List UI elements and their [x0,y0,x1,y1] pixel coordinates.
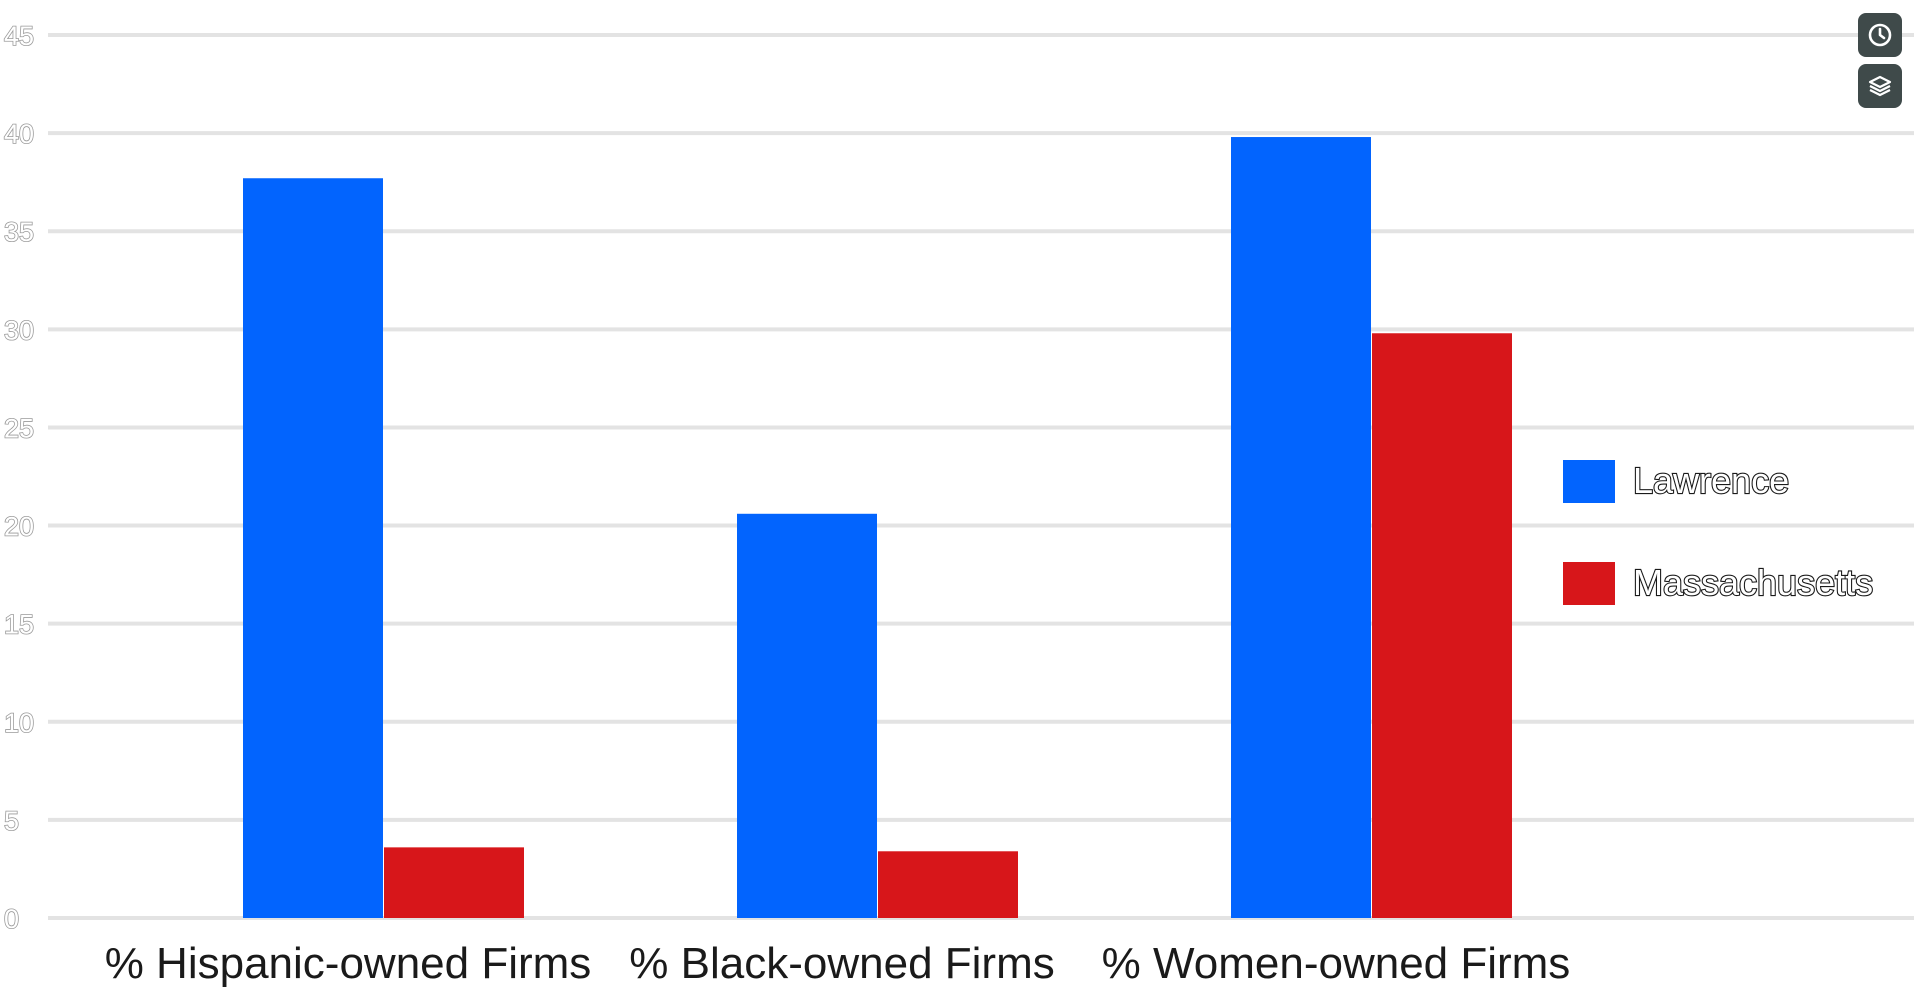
bars [243,137,1512,919]
y-tick-label: 0 [4,904,19,934]
y-tick-label: 20 [4,512,34,542]
bar-massachusetts-2 [1372,333,1512,918]
x-axis-ticks: % Hispanic-owned Firms % Black-owned Firm… [105,939,1571,988]
layers-icon [1868,75,1892,97]
x-tick-label: % Hispanic-owned Firms [105,939,592,988]
y-tick-label: 25 [4,413,34,443]
clock-icon [1868,23,1892,47]
legend-swatch-lawrence [1563,460,1615,503]
bar-massachusetts-1 [878,851,1018,918]
bar-lawrence-0 [243,178,383,919]
legend-label-massachusetts: Massachusetts [1633,562,1873,603]
legend: Lawrence Massachusetts [1563,459,1874,605]
y-axis-ticks: 0 5 10 15 20 25 30 35 40 45 [3,20,35,935]
legend-swatch-massachusetts [1563,562,1615,605]
y-tick-label: 35 [4,217,34,247]
bar-massachusetts-0 [384,847,524,918]
legend-label-lawrence: Lawrence [1633,460,1789,501]
bar-lawrence-1 [737,513,877,918]
x-tick-label: % Women-owned Firms [1102,939,1571,988]
y-tick-label: 5 [4,806,19,836]
x-tick-label: % Black-owned Firms [629,939,1054,988]
y-tick-label: 40 [4,119,34,149]
layers-button[interactable] [1858,64,1902,108]
history-button[interactable] [1858,13,1902,57]
y-tick-label: 45 [4,21,34,51]
bar-lawrence-2 [1231,137,1371,919]
y-tick-label: 10 [4,708,34,738]
y-tick-label: 30 [4,315,34,345]
y-tick-label: 15 [4,610,34,640]
